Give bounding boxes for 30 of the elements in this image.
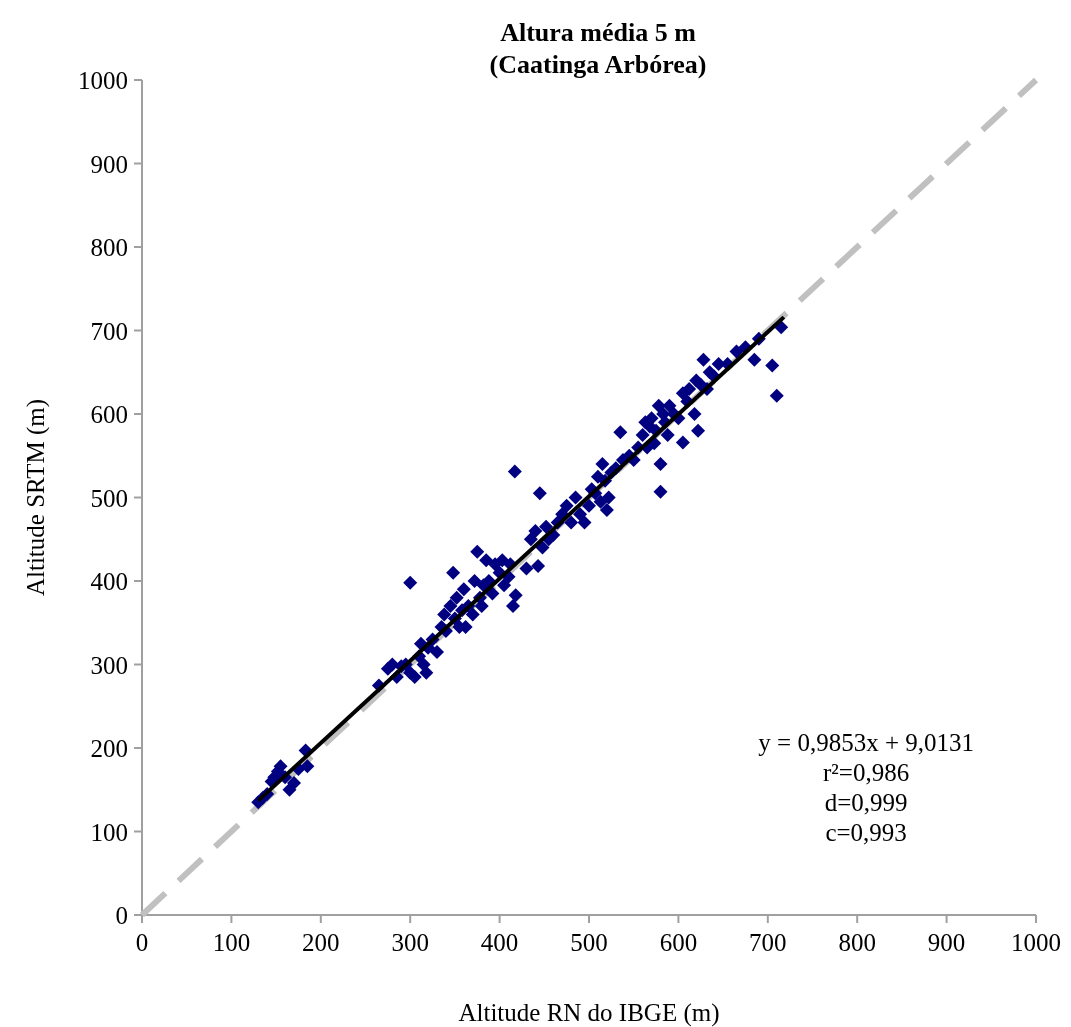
x-tick-label: 400 — [480, 929, 519, 956]
y-axis-title: Altitude SRTM (m) — [22, 398, 50, 597]
y-tick-label: 500 — [90, 484, 128, 512]
x-tick-label: 1000 — [1011, 929, 1061, 956]
y-tick-label: 200 — [90, 735, 128, 762]
chart-subtitle: (Caatinga Arbórea) — [489, 50, 707, 79]
y-tick-label: 800 — [90, 234, 128, 261]
x-tick-label: 700 — [749, 929, 787, 956]
y-tick-label: 300 — [90, 651, 128, 679]
y-tick-label: 100 — [90, 818, 128, 846]
x-tick-label: 900 — [927, 929, 966, 956]
x-tick-label: 0 — [135, 929, 149, 956]
annotation: d=0,999 — [824, 789, 908, 816]
y-tick-label: 600 — [90, 401, 128, 428]
x-tick-label: 300 — [391, 929, 429, 956]
annotation: c=0,993 — [825, 819, 907, 846]
x-axis-title: Altitude RN do IBGE (m) — [458, 999, 720, 1027]
x-tick-label: 100 — [212, 929, 251, 956]
annotation: r²=0,986 — [823, 759, 910, 786]
annotation: y = 0,9853x + 9,0131 — [758, 729, 974, 756]
y-tick-label: 700 — [90, 317, 128, 345]
y-tick-label: 1000 — [78, 67, 128, 94]
y-tick-label: 900 — [90, 150, 128, 178]
y-tick-label: 0 — [115, 902, 128, 929]
y-tick-label: 400 — [90, 568, 128, 595]
x-tick-label: 500 — [570, 929, 608, 956]
x-tick-label: 600 — [659, 929, 698, 956]
chart-title: Altura média 5 m — [500, 18, 697, 47]
x-tick-label: 200 — [302, 929, 340, 956]
x-tick-label: 800 — [838, 929, 876, 956]
